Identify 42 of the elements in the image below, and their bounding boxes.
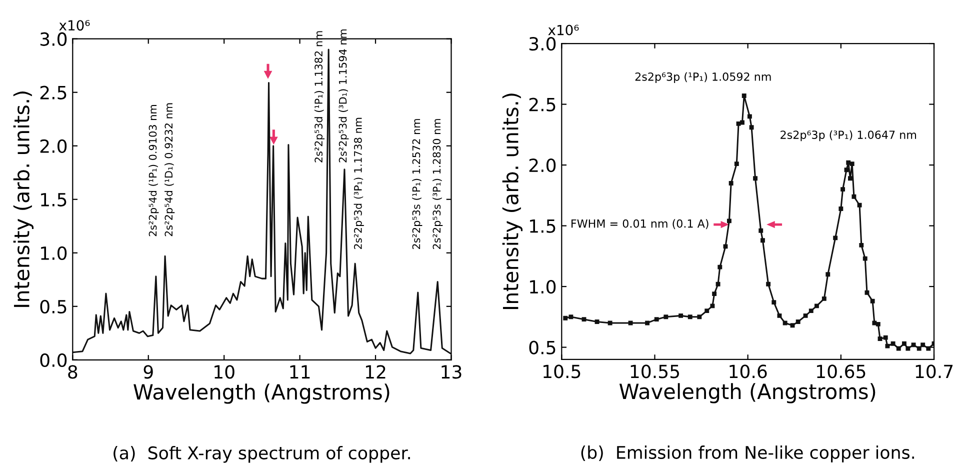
annotation: 2s²2p⁵4d (¹D₁) 0.9232 nm (164, 103, 175, 236)
x-tick-label: 9 (144, 365, 153, 379)
y-tick-label: 1.5 (530, 219, 556, 233)
y-tick-label: 3.0 (529, 36, 556, 51)
y-tick-label: 2.5 (529, 98, 556, 112)
text: x10⁶ (59, 20, 90, 31)
annotation: 2s²2p⁵3s (³P₁) 1.2830 nm (432, 119, 443, 250)
annotation: 2s²2p⁵3d (³D₁) 1.1594 nm (338, 29, 349, 162)
y-axis-title: Intensity (arb. units.) (502, 94, 523, 310)
annotation: FWHM = 0.01 nm (0.1 A) (572, 219, 708, 230)
x-tick-label: 10.5 (544, 364, 580, 378)
y-tick-label: 0.5 (529, 340, 556, 354)
x-tick-label: 8 (68, 365, 78, 379)
annotation: 2s²2p⁵3d (³P₁) 1.1738 nm (354, 118, 364, 250)
y-tick-label: 2.5 (40, 86, 66, 100)
x-axis-title: Wavelength (Angstroms) (134, 384, 390, 404)
y-tick-label: 2.0 (40, 139, 67, 153)
x-tick-label: 11 (290, 365, 310, 378)
x-tick-label: 10.55 (630, 364, 680, 378)
line-series (72, 48, 452, 354)
y-tick-label: 1.0 (41, 246, 67, 260)
y-axis-title: Intensity (arb. units.) (13, 92, 34, 307)
annotation: 2s²2p⁵3s (¹P₁) 1.2572 nm (412, 119, 422, 250)
x-tick-label: 10.7 (916, 364, 953, 378)
y-tick-label: 0.0 (40, 353, 67, 368)
x-tick-label: 10 (214, 365, 234, 379)
text: (a) Soft X-ray spectrum of copper. (114, 446, 410, 463)
y-tick-label: 1.0 (530, 280, 556, 294)
annotation: 2s2p⁶3p (³P₁) 1.0647 nm (780, 130, 916, 142)
y-tick-label: 0.5 (40, 300, 66, 314)
x-tick-label: 10.65 (817, 364, 866, 378)
annotation: 2s²2p⁵4d (¹P₁) 0.9103 nm (148, 105, 159, 236)
y-tick-label: 1.5 (41, 193, 66, 206)
annotation: 2s2p⁶3p (¹P₁) 1.0592 nm (635, 72, 771, 84)
x-tick-label: 13 (442, 365, 462, 379)
y-tick-label: 2.0 (529, 158, 556, 172)
text: (b) Emission from Ne-like copper ions. (581, 446, 914, 462)
text: x10⁶ (548, 24, 579, 36)
x-tick-label: 12 (366, 365, 386, 378)
x-tick-label: 10.6 (730, 364, 767, 378)
y-tick-label: 3.0 (40, 32, 67, 46)
x-axis-title: Wavelength (Angstroms) (619, 383, 876, 404)
